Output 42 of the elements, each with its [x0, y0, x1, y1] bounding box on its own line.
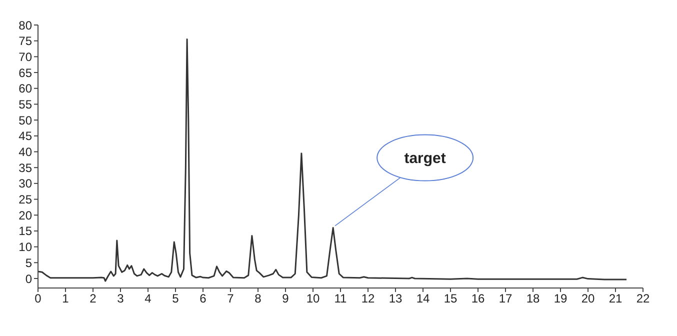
x-tick-label: 18 [526, 292, 540, 306]
y-tick-label: 35 [18, 160, 32, 175]
x-tick-label: 21 [608, 292, 622, 306]
x-tick-label: 20 [581, 292, 595, 306]
x-tick-label: 8 [254, 292, 262, 306]
annotation: target [404, 150, 446, 167]
x-tick-label: 22 [636, 292, 650, 306]
y-tick-label: 40 [18, 145, 32, 160]
y-tick-label: 5 [25, 256, 32, 270]
x-tick-label: 13 [388, 292, 402, 306]
x-tick-label: 10 [306, 292, 320, 306]
y-tick-label: 20 [18, 208, 32, 222]
x-tick-label: 12 [361, 292, 375, 306]
x-tick-label: 6 [200, 292, 207, 306]
y-tick-label: 50 [18, 113, 32, 128]
x-tick-label: 19 [554, 292, 568, 306]
x-tick-label: 2 [90, 292, 97, 306]
y-tick-label: 45 [18, 129, 32, 144]
y-tick-label: 70 [18, 50, 32, 64]
x-tick-label: 3 [117, 292, 124, 306]
y-tick-label: 10 [18, 240, 32, 254]
y-tick-label: 0 [25, 272, 32, 286]
y-tick-label: 55 [18, 97, 32, 112]
line-series [38, 38, 628, 282]
x-tick-label: 17 [498, 292, 512, 306]
x-tick-label: 0 [34, 292, 42, 306]
x-tick-label: 4 [144, 292, 152, 306]
y-tick-label: 15 [18, 224, 32, 238]
x-tick-label: 7 [227, 292, 234, 306]
y-tick-label: 25 [18, 192, 32, 207]
y-tick-label: 60 [18, 82, 32, 96]
y-tick-label: 80 [18, 18, 32, 32]
x-tick-label: 1 [62, 292, 70, 306]
x-tick-label: 16 [471, 292, 485, 306]
y-tick-label: 75 [18, 34, 32, 48]
x-tick-label: 5 [172, 292, 180, 306]
x-tick-label: 11 [334, 292, 348, 306]
x-tick-label: 15 [444, 292, 458, 306]
y-tick-label: 65 [18, 66, 32, 80]
x-tick-label: 14 [416, 292, 430, 306]
x-tick-label: 9 [282, 292, 290, 306]
y-tick-label: 30 [18, 176, 32, 191]
